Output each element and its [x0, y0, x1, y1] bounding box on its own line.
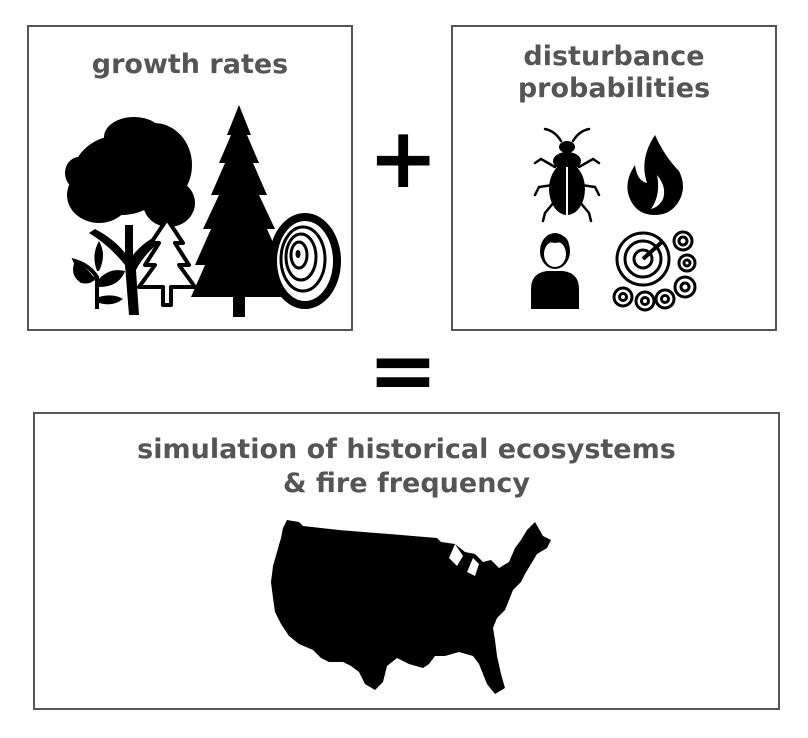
disturbance-title-line2: probabilities — [517, 73, 711, 104]
sapling-icon — [71, 241, 125, 309]
tree-rings-icon — [269, 213, 341, 309]
small-conifer-icon — [137, 217, 197, 307]
usa-map-icon — [271, 520, 551, 694]
conifer-tree-icon — [191, 105, 287, 317]
simulation-panel: simulation of historical ecosystems & fi… — [33, 412, 780, 710]
growth-rates-title: growth rates — [91, 49, 289, 80]
fire-icon — [627, 135, 683, 215]
deciduous-tree-icon — [65, 117, 195, 315]
growth-rates-panel: growth rates — [27, 25, 353, 331]
disturbance-title-line1: disturbance — [523, 41, 705, 72]
simulation-title-line2: & fire frequency — [282, 468, 531, 499]
simulation-title-line1: simulation of historical ecosystems — [137, 434, 676, 465]
person-icon — [531, 233, 579, 309]
beetle-icon — [533, 127, 601, 223]
equals-operator: = — [367, 321, 439, 419]
plus-operator: + — [368, 109, 439, 207]
tree-stumps-icon — [612, 230, 697, 312]
disturbance-probabilities-panel: disturbance probabilities — [451, 25, 777, 331]
